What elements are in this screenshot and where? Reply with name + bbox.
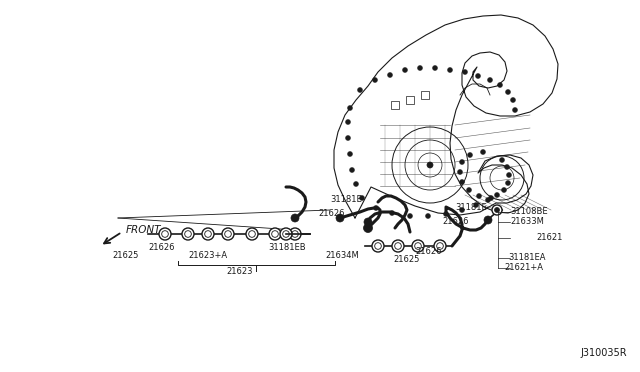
Text: 21626: 21626 [415,247,442,257]
Circle shape [392,240,404,252]
Circle shape [467,187,472,192]
Circle shape [484,216,492,224]
Circle shape [291,214,299,222]
Circle shape [249,231,255,237]
Circle shape [185,231,191,237]
Text: 31181EA: 31181EA [508,253,545,263]
Circle shape [289,228,301,240]
Circle shape [372,77,378,83]
Circle shape [412,240,424,252]
Circle shape [408,214,413,218]
Circle shape [495,192,499,198]
Circle shape [506,90,511,94]
Circle shape [336,214,344,222]
Circle shape [497,83,502,87]
Text: 21623+A: 21623+A [188,250,227,260]
Circle shape [458,170,463,174]
Circle shape [488,77,493,83]
Circle shape [292,231,298,237]
Text: J310035R: J310035R [580,348,627,358]
Circle shape [246,228,258,240]
Text: 21625: 21625 [393,256,419,264]
Circle shape [477,193,481,199]
Circle shape [364,224,372,232]
Text: 31181E: 31181E [330,196,362,205]
Circle shape [474,202,479,208]
Text: 21621: 21621 [536,234,563,243]
Circle shape [513,108,518,112]
Text: 21626: 21626 [148,244,175,253]
Circle shape [447,67,452,73]
Circle shape [403,67,408,73]
Circle shape [346,135,351,141]
Text: 21626: 21626 [318,208,344,218]
Circle shape [353,182,358,186]
Circle shape [426,214,431,218]
Circle shape [348,151,353,157]
Circle shape [349,167,355,173]
Circle shape [434,240,446,252]
Text: 21625: 21625 [112,250,138,260]
Circle shape [495,208,499,212]
Circle shape [182,228,194,240]
Circle shape [481,150,486,154]
Text: 21634M: 21634M [325,250,359,260]
Text: FRONT: FRONT [126,225,161,235]
Circle shape [502,187,506,192]
Circle shape [460,180,465,185]
Circle shape [506,173,511,177]
Text: 31108BE: 31108BE [510,208,548,217]
Circle shape [492,205,502,215]
Circle shape [205,231,211,237]
Circle shape [415,243,421,249]
Circle shape [390,211,394,215]
Text: 21633M: 21633M [510,218,544,227]
Circle shape [463,70,467,74]
Circle shape [222,228,234,240]
Circle shape [360,196,365,201]
Circle shape [372,240,384,252]
Circle shape [417,65,422,71]
Circle shape [202,228,214,240]
Circle shape [476,74,481,78]
Circle shape [488,196,493,201]
Circle shape [387,73,392,77]
Circle shape [504,164,509,170]
Circle shape [272,231,278,237]
Circle shape [269,228,281,240]
Circle shape [162,231,168,237]
Bar [406,96,414,104]
Circle shape [374,205,378,211]
Bar [421,91,429,99]
Circle shape [436,243,444,249]
Circle shape [506,180,511,186]
Circle shape [346,119,351,125]
Circle shape [486,198,490,202]
Circle shape [280,228,292,240]
Circle shape [460,208,465,212]
Text: 21621+A: 21621+A [504,263,543,273]
Circle shape [283,231,289,237]
Text: 31181E: 31181E [455,203,487,212]
Circle shape [444,212,449,217]
Circle shape [460,160,465,164]
Text: 21623: 21623 [227,267,253,276]
Circle shape [374,243,381,249]
Circle shape [225,231,231,237]
Circle shape [499,157,504,163]
Circle shape [364,218,372,226]
Circle shape [467,153,472,157]
Circle shape [511,97,515,103]
Circle shape [348,106,353,110]
Circle shape [159,228,171,240]
Circle shape [395,243,401,249]
Text: 31181EB: 31181EB [268,244,306,253]
Text: 21626: 21626 [442,218,468,227]
Circle shape [427,162,433,168]
Circle shape [358,87,362,93]
Circle shape [433,65,438,71]
Bar [391,101,399,109]
